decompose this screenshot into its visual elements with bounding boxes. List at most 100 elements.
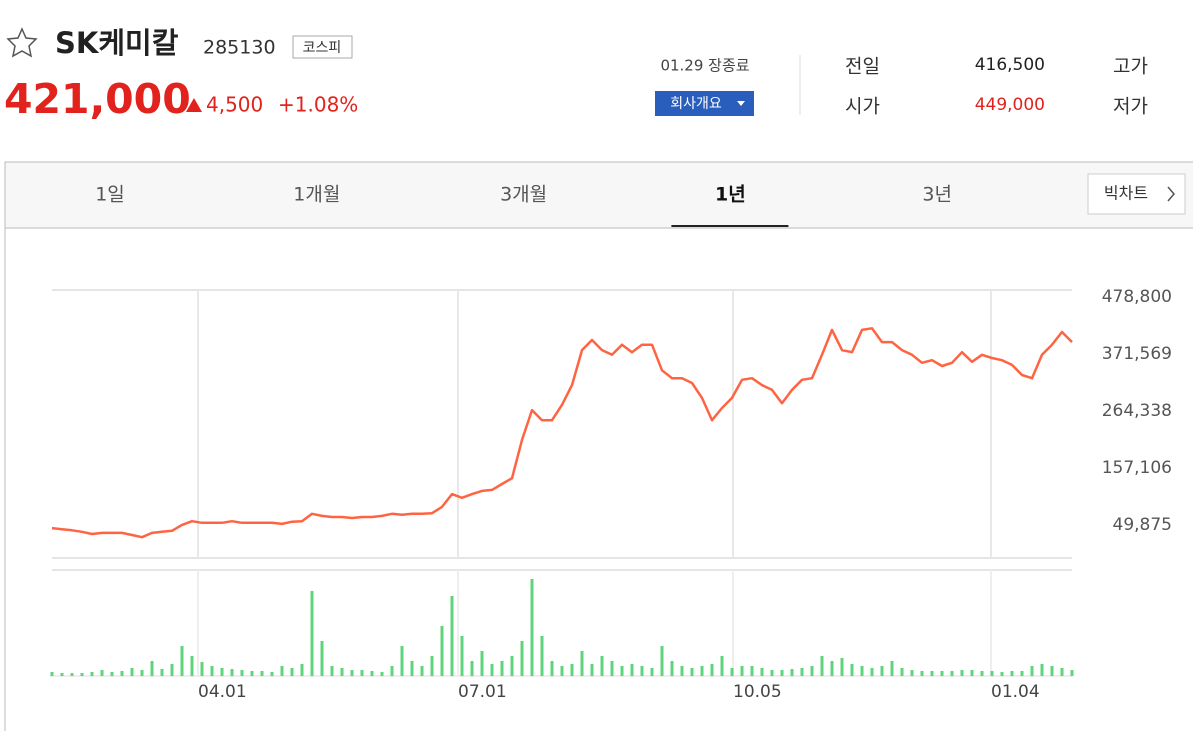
volume-bar: [680, 666, 684, 676]
volume-bar: [230, 669, 234, 676]
volume-bar: [990, 671, 994, 676]
volume-bar: [890, 661, 894, 676]
volume-bar: [970, 670, 974, 676]
tab[interactable]: 1년: [715, 184, 746, 206]
info-label: 전일: [845, 56, 880, 78]
volume-bar: [220, 668, 224, 676]
volume-bar: [590, 664, 594, 676]
volume-bar: [820, 656, 824, 676]
volume-bar: [710, 664, 714, 676]
volume-bar: [1000, 672, 1004, 676]
volume-bar: [400, 646, 404, 676]
volume-bar: [940, 671, 944, 676]
volume-bar: [630, 664, 634, 676]
volume-bar: [1020, 671, 1024, 676]
volume-bar: [740, 666, 744, 676]
volume-bar: [620, 666, 624, 676]
y-tick-label: 478,800: [1102, 287, 1172, 307]
volume-bar: [460, 636, 464, 676]
volume-bar: [320, 641, 324, 676]
price-line: [51, 327, 1073, 539]
volume-bar: [980, 671, 984, 676]
company-button[interactable]: [655, 91, 754, 116]
stock-name: SK케미칼: [55, 26, 179, 60]
volume-bar: [190, 656, 194, 676]
y-tick-label: 49,875: [1113, 515, 1172, 535]
volume-bar: [170, 664, 174, 676]
tab[interactable]: 1개월: [293, 184, 340, 206]
volume-bar: [380, 672, 384, 676]
tab[interactable]: 1일: [95, 184, 125, 206]
volume-bar: [760, 668, 764, 676]
volume-bar: [450, 596, 454, 676]
info-value: 416,500: [975, 55, 1045, 75]
volume-bar: [1030, 666, 1034, 676]
x-tick-label: 01.04: [991, 682, 1040, 702]
tab[interactable]: 3년: [922, 184, 952, 206]
volume-bar: [390, 666, 394, 676]
volume-bar: [880, 666, 884, 676]
x-tick-label: 10.05: [733, 682, 782, 702]
volume-bar: [840, 658, 844, 676]
info-label: 시가: [845, 96, 880, 118]
volume-bar: [540, 636, 544, 676]
volume-bar: [700, 666, 704, 676]
volume-bar: [200, 662, 204, 676]
volume-bar: [80, 673, 84, 676]
big-chart-label[interactable]: 빅차트: [1104, 184, 1148, 203]
volume-bar: [500, 661, 504, 676]
change: 4,500: [206, 93, 263, 117]
volume-bar: [360, 670, 364, 676]
info-label: 고가: [1113, 56, 1148, 78]
volume-bar: [120, 671, 124, 676]
favorite-star[interactable]: [6, 27, 38, 58]
volume-bar: [560, 666, 564, 676]
volume-bar: [470, 661, 474, 676]
volume-bar: [50, 672, 54, 676]
volume-bar: [520, 641, 524, 676]
volume-bar: [160, 669, 164, 676]
volume-bar: [510, 656, 514, 676]
volume-bar: [210, 666, 214, 676]
up-arrow: [186, 98, 202, 112]
volume-bar: [550, 661, 554, 676]
volume-bar: [660, 646, 664, 676]
volume-bar: [250, 671, 254, 676]
volume-bar: [330, 666, 334, 676]
volume-bar: [90, 672, 94, 676]
volume-bar: [70, 673, 74, 676]
volume-bar: [110, 672, 114, 676]
volume-bar: [790, 669, 794, 676]
volume-bar: [910, 670, 914, 676]
volume-bar: [1070, 670, 1074, 676]
tab[interactable]: 3개월: [500, 184, 547, 206]
volume-bar: [800, 668, 804, 676]
volume-bar: [900, 668, 904, 676]
y-tick-label: 371,569: [1102, 344, 1172, 364]
volume-bar: [1060, 668, 1064, 676]
volume-bar: [870, 668, 874, 676]
tabs: 1일 1개월 3개월 1년 3년: [95, 184, 952, 227]
company-button-label[interactable]: 회사개요: [670, 96, 722, 112]
volume-bar: [430, 656, 434, 676]
volume-bar: [780, 670, 784, 676]
volume-bar: [770, 670, 774, 676]
volume-bar: [490, 664, 494, 676]
volume-bar: [180, 646, 184, 676]
volume-bar: [280, 666, 284, 676]
volume-bar: [640, 666, 644, 676]
volume-bar: [600, 656, 604, 676]
volume-bar: [920, 671, 924, 676]
tab-bar: [4, 161, 1193, 229]
change-pct: +1.08%: [278, 93, 358, 117]
x-tick-label: 04.01: [198, 682, 247, 702]
volume-bar: [720, 656, 724, 676]
volume-bar: [140, 670, 144, 676]
volume-bar: [300, 664, 304, 676]
date-label: 01.29 장종료: [660, 57, 749, 75]
volume-bar: [1010, 671, 1014, 676]
chevron: [1167, 186, 1175, 202]
volume-bar: [570, 664, 574, 676]
big-chart-button[interactable]: [1087, 173, 1186, 215]
